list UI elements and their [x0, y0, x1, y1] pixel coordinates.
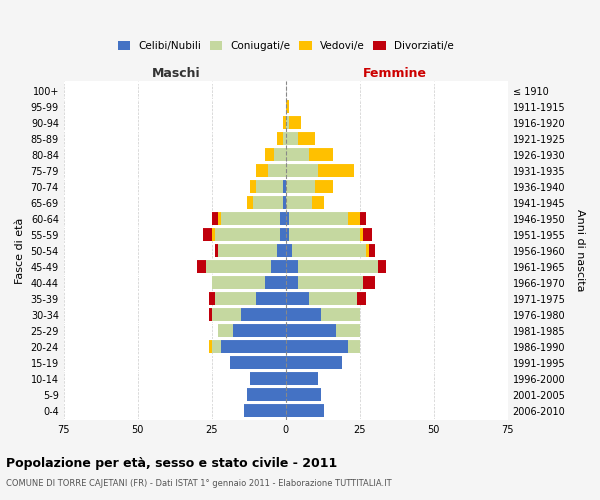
Bar	[289, 212, 348, 225]
Bar	[336, 324, 360, 337]
Bar	[221, 212, 280, 225]
Bar	[250, 180, 256, 194]
Bar	[286, 404, 324, 417]
Bar	[218, 244, 277, 257]
Bar	[218, 212, 221, 225]
Bar	[298, 260, 377, 273]
Bar	[209, 308, 212, 321]
Bar	[253, 196, 283, 209]
Text: Popolazione per età, sesso e stato civile - 2011: Popolazione per età, sesso e stato civil…	[6, 458, 337, 470]
Bar	[286, 100, 289, 114]
Bar	[212, 228, 215, 241]
Bar	[283, 196, 286, 209]
Bar	[233, 324, 286, 337]
Text: COMUNE DI TORRE CAJETANI (FR) - Dati ISTAT 1° gennaio 2011 - Elaborazione TUTTIT: COMUNE DI TORRE CAJETANI (FR) - Dati IST…	[6, 479, 392, 488]
Bar	[286, 244, 292, 257]
Bar	[292, 244, 366, 257]
Bar	[298, 132, 316, 145]
Bar	[215, 292, 256, 305]
Bar	[230, 356, 286, 369]
Bar	[283, 132, 286, 145]
Bar	[212, 308, 241, 321]
Bar	[286, 340, 348, 353]
Bar	[377, 260, 386, 273]
Bar	[289, 116, 301, 130]
Bar	[271, 260, 286, 273]
Bar	[310, 292, 357, 305]
Legend: Celibi/Nubili, Coniugati/e, Vedovi/e, Divorziati/e: Celibi/Nubili, Coniugati/e, Vedovi/e, Di…	[116, 39, 456, 53]
Bar	[360, 212, 366, 225]
Bar	[286, 180, 316, 194]
Bar	[283, 180, 286, 194]
Bar	[348, 340, 360, 353]
Bar	[357, 292, 366, 305]
Bar	[366, 244, 368, 257]
Bar	[286, 308, 322, 321]
Bar	[265, 276, 286, 289]
Y-axis label: Anni di nascita: Anni di nascita	[575, 210, 585, 292]
Bar	[319, 164, 354, 177]
Bar	[212, 276, 265, 289]
Bar	[221, 340, 286, 353]
Bar	[363, 276, 374, 289]
Bar	[286, 388, 322, 401]
Bar	[313, 196, 324, 209]
Bar	[265, 148, 274, 162]
Bar	[286, 212, 289, 225]
Bar	[286, 372, 319, 385]
Bar	[215, 244, 218, 257]
Bar	[268, 164, 286, 177]
Bar	[218, 324, 233, 337]
Bar	[283, 116, 286, 130]
Bar	[286, 132, 298, 145]
Bar	[256, 164, 268, 177]
Bar	[368, 244, 374, 257]
Bar	[209, 292, 215, 305]
Bar	[206, 260, 271, 273]
Bar	[348, 212, 360, 225]
Bar	[286, 148, 310, 162]
Bar	[212, 212, 218, 225]
Bar	[247, 196, 253, 209]
Bar	[256, 180, 283, 194]
Bar	[197, 260, 206, 273]
Bar	[289, 228, 360, 241]
Bar	[215, 228, 280, 241]
Bar	[322, 308, 360, 321]
Bar	[212, 340, 221, 353]
Bar	[360, 228, 363, 241]
Bar	[286, 116, 289, 130]
Bar	[363, 228, 371, 241]
Bar	[280, 212, 286, 225]
Bar	[280, 228, 286, 241]
Bar	[286, 292, 310, 305]
Bar	[286, 324, 336, 337]
Y-axis label: Fasce di età: Fasce di età	[15, 218, 25, 284]
Bar	[286, 164, 319, 177]
Bar	[247, 388, 286, 401]
Bar	[286, 260, 298, 273]
Bar	[277, 132, 283, 145]
Bar	[241, 308, 286, 321]
Bar	[286, 356, 342, 369]
Bar	[277, 244, 286, 257]
Bar	[203, 228, 212, 241]
Text: Maschi: Maschi	[152, 66, 200, 80]
Text: Femmine: Femmine	[364, 66, 427, 80]
Bar	[256, 292, 286, 305]
Bar	[286, 228, 289, 241]
Bar	[244, 404, 286, 417]
Bar	[316, 180, 333, 194]
Bar	[250, 372, 286, 385]
Bar	[310, 148, 333, 162]
Bar	[274, 148, 286, 162]
Bar	[286, 276, 298, 289]
Bar	[209, 340, 212, 353]
Bar	[298, 276, 363, 289]
Bar	[286, 196, 313, 209]
